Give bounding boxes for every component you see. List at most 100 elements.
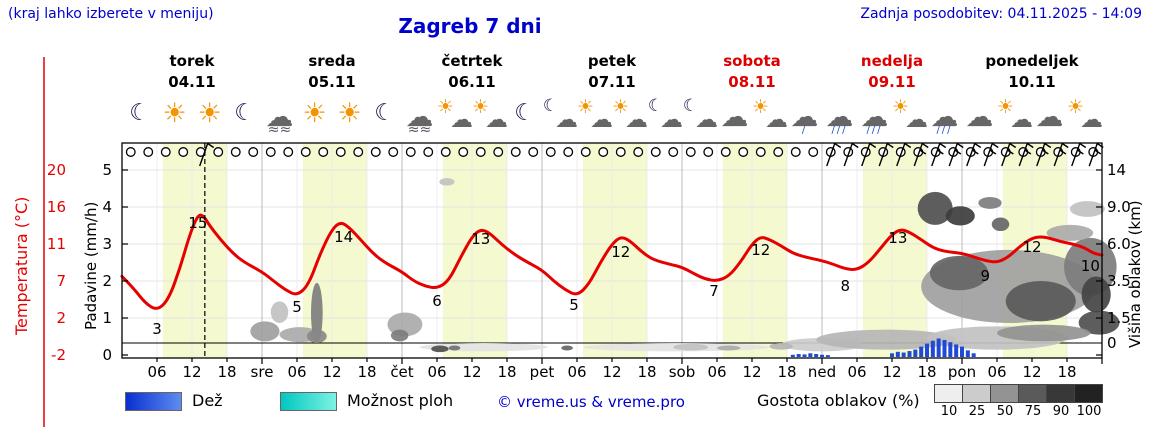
showers-legend-label: Možnost ploh [347,391,454,410]
x-axis-tick-label: 18 [497,363,517,381]
temp-point-label: 12 [1022,238,1041,256]
x-axis-tick-label: 18 [917,363,937,381]
x-axis-tick-label: 18 [1057,363,1077,381]
temp-point-label: 8 [841,277,851,295]
rain-bar [954,344,959,357]
wind-barb [931,143,941,167]
rain-bar [825,355,830,357]
weather-icon-rain: ☁ ∕∕∕ [930,100,959,136]
density-scale-cell: 75 [1018,384,1047,419]
rain-bar [890,353,894,357]
cloud-cover-symbol [580,147,591,157]
x-axis-tick-label: 06 [707,363,727,381]
cloud-blob [978,197,1002,209]
cloud-cover-symbol [755,147,766,157]
x-axis-tick-label: ned [807,363,837,381]
copyright-link[interactable]: © vreme.us & vreme.pro [497,393,685,411]
cloud-cover-symbol [668,147,679,157]
cloud-blob [996,324,1091,342]
rain-bar [901,352,906,357]
daylight-band [162,143,227,358]
wind-barb [896,143,906,167]
cloud-blob [439,178,455,186]
cloud-cover-symbol [265,147,276,157]
x-axis-tick-label: 06 [987,363,1007,381]
cloud-height-tick-label: 6.0 [1107,235,1131,253]
cloud-cover-symbol [510,147,521,157]
cloud-cover-symbol [230,147,241,157]
x-axis-tick-label: 12 [882,363,902,381]
daylight-band [722,143,787,358]
daylight-band [442,143,507,358]
weather-icon-drizzle: ☁ ∕ [790,100,819,136]
wind-barb [826,143,836,167]
cloud-blob [1046,224,1094,241]
cloud-cover-symbol [213,147,224,157]
weather-icon-sun: ☀ [302,98,327,129]
precip-tick-label: 1 [102,309,112,327]
cloud-cover-symbol [283,147,294,157]
density-value-label: 100 [1076,404,1102,419]
temp-tick-label: 16 [46,198,66,216]
wind-barb [1053,143,1063,167]
rain-bar [948,342,953,357]
weather-icon-moon: ☾ [129,100,150,126]
density-value-label: 75 [1024,404,1042,419]
cloud-cover-symbol [493,147,504,157]
last-update: Zadnja posodobitev: 04.11.2025 - 14:09 [860,6,1142,22]
cloud-cover-symbol [143,147,154,157]
density-scale-cell: 10 [934,384,963,419]
page-title: Zagreb 7 dni [398,14,542,38]
cloud-cover-symbol [790,147,801,157]
temp-point-label: 5 [569,296,579,314]
weather-icon-sun-cloud: ☀ ☁ [891,96,928,133]
precip-tick-label: 2 [102,272,112,290]
menu-hint: (kraj lahko izberete v meniju) [8,6,214,22]
weather-icon-cloud: ☁ [720,100,749,133]
rain-bar [790,354,795,357]
temp-point-label: 10 [1081,257,1100,275]
cloud-cover-symbol [405,147,416,157]
x-axis-tick-label: 06 [427,363,447,381]
cloud-blob [929,255,989,291]
weather-icon-sun-cloud: ☀ ☁ [996,96,1033,133]
wind-barb [913,143,923,167]
cloud-density-scale: 10 25 50 75 90 100 [934,384,1107,419]
cloud-cover-symbol [160,147,171,157]
day-name: sreda [308,52,356,70]
rain-bar [942,339,947,357]
cloud-blob [991,217,1010,232]
rain-bar [796,354,801,357]
rain-bar [925,343,929,357]
temperature-curve [120,213,1104,310]
x-axis-tick-label: 12 [322,363,342,381]
wind-barb [1088,143,1098,167]
weather-icon-sun-cloud: ☀ ☁ [751,96,788,133]
day-date: 09.11 [868,73,916,91]
rain-bar [907,351,912,357]
weather-icon-moon: ☾ [234,100,255,126]
density-scale-cell: 100 [1074,384,1103,419]
cloud-density-label: Gostota oblakov (%) [757,391,920,410]
weather-icon-moon: ☾ [514,100,535,126]
cloud-cover-symbol [475,147,486,157]
cloud-blob [945,206,975,226]
day-date: 07.11 [588,73,636,91]
x-axis-tick-label: 06 [847,363,867,381]
temp-point-label: 9 [981,267,991,285]
cloud-cover-symbol [440,147,451,157]
x-axis-tick-label: pon [947,363,977,381]
weather-icon-sun-cloud: ☀ ☁ [471,96,508,133]
rain-bar [808,353,813,357]
temp-tick-label: 20 [46,161,66,179]
temp-tick-label: 11 [46,235,66,253]
density-value-label: 25 [968,404,986,419]
weather-icon-sun: ☀ [162,98,187,129]
wind-barb [1018,143,1028,167]
wind-barb [861,143,871,167]
cloud-blob [1069,201,1105,217]
weather-icon-rain: ☁ ∕∕∕ [860,100,889,136]
weather-icon-fog: ☁ ≈≈ [405,100,434,138]
temp-point-label: 14 [334,228,353,246]
weather-icon-cloud: ☁ [965,100,994,133]
